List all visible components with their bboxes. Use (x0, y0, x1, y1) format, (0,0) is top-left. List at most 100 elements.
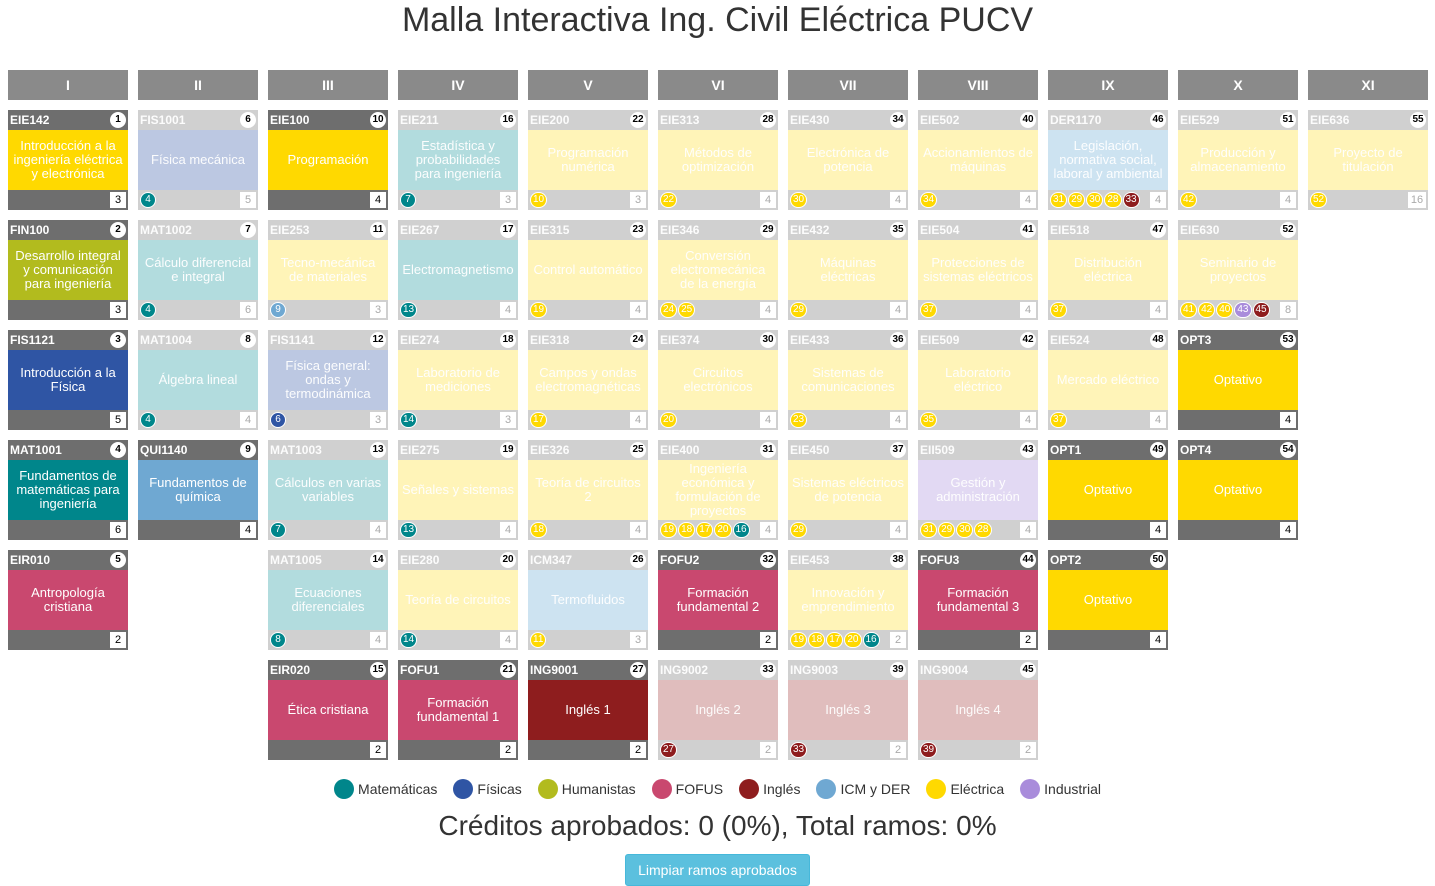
course-mat1004[interactable]: MAT1004 8 Álgebra lineal 4 4 (138, 330, 258, 430)
course-icm347[interactable]: ICM347 26 Termofluidos 11 3 (528, 550, 648, 650)
course-eie509[interactable]: EIE509 42 Laboratorio eléctrico 35 4 (918, 330, 1038, 430)
course-footer: 3 (8, 190, 128, 210)
course-eie502[interactable]: EIE502 40 Accionamientos de máquinas 34 4 (918, 110, 1038, 210)
course-eie200[interactable]: EIE200 22 Programación numérica 10 3 (528, 110, 648, 210)
course-ing9001[interactable]: ING9001 27 Inglés 1 2 (528, 660, 648, 760)
course-name: Control automático (533, 262, 643, 277)
course-footer: 18 4 (528, 520, 648, 540)
course-name: Formación fundamental 1 (416, 695, 500, 724)
course-eie636[interactable]: EIE636 55 Proyecto de titulación 52 16 (1308, 110, 1428, 210)
course-eie253[interactable]: EIE253 11 Tecno-mecánica de materiales 9 3 (268, 220, 388, 320)
course-name: Circuitos electrónicos (683, 365, 753, 394)
course-header: EIE315 23 (528, 220, 648, 240)
course-eie374[interactable]: EIE374 30 Circuitos electrónicos 20 4 (658, 330, 778, 430)
course-mat1003[interactable]: MAT1003 13 Cálculos en varias variables 7 4 (268, 440, 388, 540)
course-code: EIE318 (530, 333, 570, 347)
legend: Matemáticas Físicas Humanistas FOFUS Inglés I… (0, 779, 1435, 799)
course-eie326[interactable]: EIE326 25 Teoría de circuitos 2 18 4 (528, 440, 648, 540)
course-mat1005[interactable]: MAT1005 14 Ecuaciones diferenciales 8 4 (268, 550, 388, 650)
course-number-badge: 18 (500, 332, 516, 348)
prerequisite-badge: 29 (938, 522, 956, 538)
prerequisites: 13 (400, 302, 418, 318)
course-name: Optativo (1083, 482, 1133, 497)
course-number-badge: 22 (630, 112, 646, 128)
course-credits: 4 (890, 412, 906, 428)
course-eie529[interactable]: EIE529 51 Producción y almacenamiento 42 4 (1178, 110, 1298, 210)
course-footer: 4 (1178, 520, 1298, 540)
course-eie280[interactable]: EIE280 20 Teoría de circuitos 14 4 (398, 550, 518, 650)
course-eie524[interactable]: EIE524 48 Mercado eléctrico 37 4 (1048, 330, 1168, 430)
course-code: FOFU2 (660, 553, 700, 567)
course-code: MAT1005 (270, 553, 322, 567)
course-eie400[interactable]: EIE400 31 Ingeniería económica y formulaci… (658, 440, 778, 540)
prerequisite-badge: 11 (530, 632, 547, 648)
course-credits: 2 (760, 742, 776, 758)
course-fofu3[interactable]: FOFU3 44 Formación fundamental 3 2 (918, 550, 1038, 650)
course-eie100[interactable]: EIE100 10 Programación 4 (268, 110, 388, 210)
course-name: Física general: ondas y termodinámica (285, 358, 371, 401)
course-eie318[interactable]: EIE318 24 Campos y ondas electromagnéticas… (528, 330, 648, 430)
course-der1170[interactable]: DER1170 46 Legislación, normativa social, … (1048, 110, 1168, 210)
course-number-badge: 38 (890, 552, 906, 568)
course-eie211[interactable]: EIE211 16 Estadística y probabilidades par… (398, 110, 518, 210)
course-name: Antropología cristiana (31, 585, 105, 614)
course-qui1140[interactable]: QUI1140 9 Fundamentos de química 4 (138, 440, 258, 540)
course-eii509[interactable]: EII509 43 Gestión y administración 31 29 30 28… (918, 440, 1038, 540)
prerequisite-badge: 13 (400, 522, 418, 538)
course-eie315[interactable]: EIE315 23 Control automático 19 4 (528, 220, 648, 320)
course-eie275[interactable]: EIE275 19 Señales y sistemas 13 4 (398, 440, 518, 540)
course-eie432[interactable]: EIE432 35 Máquinas eléctricas 29 4 (788, 220, 908, 320)
prerequisites: 8 (270, 632, 287, 648)
course-eir010[interactable]: EIR010 5 Antropología cristiana 2 (8, 550, 128, 650)
course-eie450[interactable]: EIE450 37 Sistemas eléctricos de potencia 2… (788, 440, 908, 540)
course-fis1001[interactable]: FIS1001 6 Física mecánica 4 5 (138, 110, 258, 210)
course-fin100[interactable]: FIN100 2 Desarrollo integral y comunicació… (8, 220, 128, 320)
course-fis1141[interactable]: FIS1141 12 Física general: ondas y termodi… (268, 330, 388, 430)
course-code: EIE504 (920, 223, 960, 237)
prerequisite-badge: 45 (1252, 302, 1270, 318)
course-opt4[interactable]: OPT4 54 Optativo 4 (1178, 440, 1298, 540)
course-credits: 4 (760, 412, 776, 428)
course-credits: 4 (1150, 632, 1166, 648)
course-eie630[interactable]: EIE630 52 Seminario de proyectos 41 42 40 43 45… (1178, 220, 1298, 320)
course-ing9002[interactable]: ING9002 33 Inglés 2 27 2 (658, 660, 778, 760)
course-number-badge: 52 (1280, 222, 1296, 238)
course-ing9003[interactable]: ING9003 39 Inglés 3 33 2 (788, 660, 908, 760)
course-mat1001[interactable]: MAT1001 4 Fundamentos de matemáticas para … (8, 440, 128, 540)
course-eie433[interactable]: EIE433 36 Sistemas de comunicaciones 23 4 (788, 330, 908, 430)
course-eie453[interactable]: EIE453 38 Innovación y emprendimiento 19 18 1… (788, 550, 908, 650)
course-number-badge: 28 (760, 112, 776, 128)
course-footer: 4 (1178, 410, 1298, 430)
course-eie346[interactable]: EIE346 29 Conversión electromecánica de la… (658, 220, 778, 320)
course-opt2[interactable]: OPT2 50 Optativo 4 (1048, 550, 1168, 650)
course-fis1121[interactable]: FIS1121 3 Introducción a la Física 5 (8, 330, 128, 430)
course-eie313[interactable]: EIE313 28 Métodos de optimización 22 4 (658, 110, 778, 210)
prerequisite-badge: 29 (790, 302, 808, 318)
course-eie518[interactable]: EIE518 47 Distribución eléctrica 37 4 (1048, 220, 1168, 320)
reset-approved-button[interactable]: Limpiar ramos aprobados (625, 854, 810, 886)
course-credits: 4 (760, 192, 776, 208)
course-eie504[interactable]: EIE504 41 Protecciones de sistemas eléctri… (918, 220, 1038, 320)
course-eie267[interactable]: EIE267 17 Electromagnetismo 13 4 (398, 220, 518, 320)
course-eir020[interactable]: EIR020 15 Ética cristiana 2 (268, 660, 388, 760)
course-credits: 4 (500, 632, 516, 648)
prerequisites: 35 (920, 412, 938, 428)
course-opt1[interactable]: OPT1 49 Optativo 4 (1048, 440, 1168, 540)
course-opt3[interactable]: OPT3 53 Optativo 4 (1178, 330, 1298, 430)
prerequisite-badge: 4 (140, 412, 156, 428)
course-footer: 23 4 (788, 410, 908, 430)
course-fofu1[interactable]: FOFU1 21 Formación fundamental 1 2 (398, 660, 518, 760)
course-fofu2[interactable]: FOFU2 32 Formación fundamental 2 2 (658, 550, 778, 650)
course-eie274[interactable]: EIE274 18 Laboratorio de mediciones 14 3 (398, 330, 518, 430)
course-mat1002[interactable]: MAT1002 7 Cálculo diferencial e integral 4 6 (138, 220, 258, 320)
course-footer: 19 18 17 20 16 4 (658, 520, 778, 540)
course-eie430[interactable]: EIE430 34 Electrónica de potencia 30 4 (788, 110, 908, 210)
course-credits: 4 (630, 522, 646, 538)
course-eie142[interactable]: EIE142 1 Introducción a la ingeniería eléc… (8, 110, 128, 210)
course-name: Cálculo diferencial e integral (144, 255, 252, 284)
course-number-badge: 26 (630, 552, 646, 568)
course-name: Fundamentos de química (149, 475, 247, 504)
course-ing9004[interactable]: ING9004 45 Inglés 4 39 2 (918, 660, 1038, 760)
course-header: EIE502 40 (918, 110, 1038, 130)
course-number-badge: 10 (370, 112, 386, 128)
